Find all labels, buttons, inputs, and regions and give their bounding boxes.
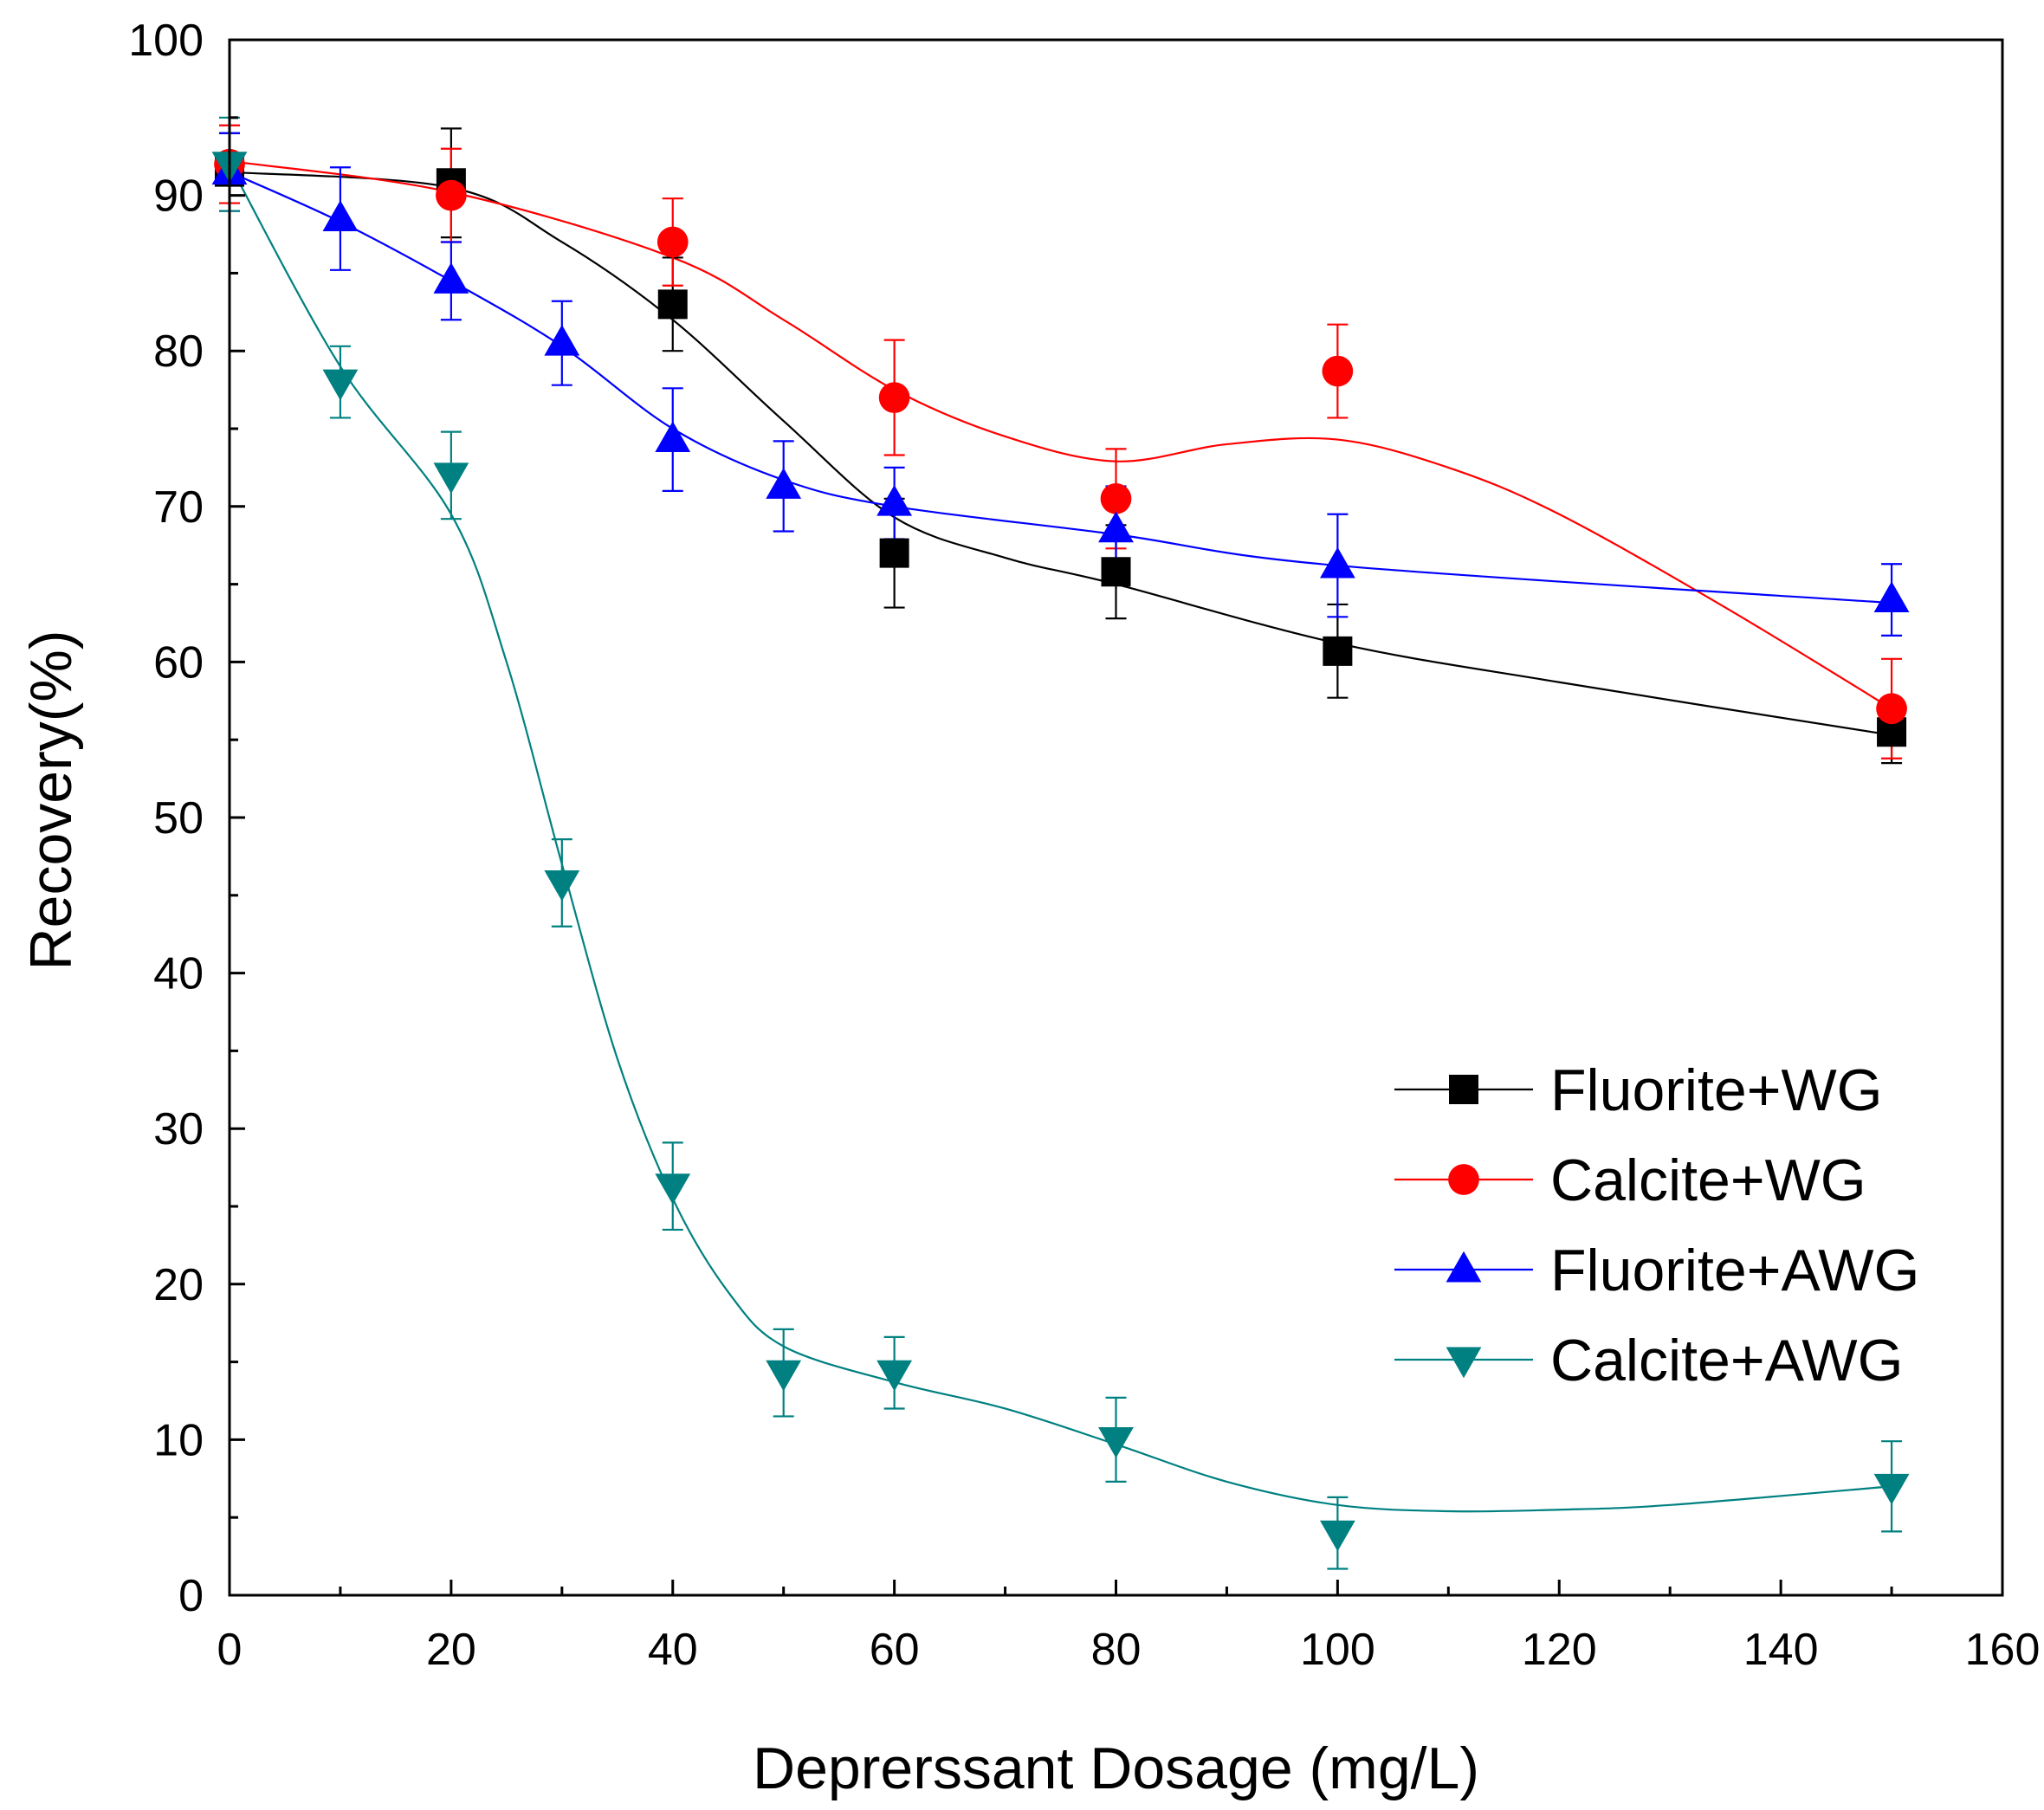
legend-marker-fluorite-wg (1449, 1075, 1478, 1104)
data-point-fluorite-awg (433, 262, 469, 294)
data-point-fluorite-awg (1873, 581, 1910, 613)
data-point-fluorite-wg (657, 289, 688, 320)
data-point-fluorite-awg (766, 468, 802, 499)
data-point-calcite-awg (766, 1360, 802, 1392)
legend-marker-calcite-awg (1446, 1347, 1482, 1379)
data-point-fluorite-awg (1319, 546, 1355, 579)
y-tick-label: 20 (153, 1260, 204, 1310)
y-tick-label: 100 (128, 16, 204, 66)
legend-marker-fluorite-awg (1446, 1251, 1482, 1283)
data-point-calcite-awg (1319, 1520, 1355, 1552)
data-point-calcite-awg (876, 1360, 913, 1392)
x-tick-label: 80 (1091, 1625, 1142, 1675)
data-point-fluorite-awg (876, 484, 913, 516)
data-point-fluorite-awg (544, 324, 580, 356)
legend: Fluorite+WG Calcite+WG Fluorite+AWG Calcite… (1394, 1057, 1919, 1393)
y-axis-title: Recovery(%) (18, 630, 84, 971)
data-point-calcite-wg (1876, 693, 1907, 725)
data-point-calcite-awg (655, 1173, 691, 1205)
x-tick-label: 120 (1522, 1625, 1597, 1675)
x-tick-label: 40 (648, 1625, 698, 1675)
legend-label-calcite-wg: Calcite+WG (1550, 1147, 1866, 1213)
data-point-fluorite-wg (1101, 557, 1131, 587)
legend-label-calcite-awg: Calcite+AWG (1550, 1328, 1903, 1393)
x-tick-label: 140 (1743, 1625, 1819, 1675)
data-point-calcite-awg (433, 462, 469, 495)
y-tick-label: 70 (153, 482, 204, 533)
x-tick-label: 60 (870, 1625, 920, 1675)
y-tick-label: 30 (153, 1104, 204, 1154)
data-point-calcite-wg (1322, 355, 1354, 387)
legend-label-fluorite-awg: Fluorite+AWG (1550, 1238, 1919, 1303)
axes (228, 38, 2004, 1597)
x-tick-label: 20 (426, 1625, 476, 1675)
y-tick-label: 50 (153, 793, 204, 844)
data-point-fluorite-wg (1323, 636, 1353, 666)
data-point-calcite-wg (878, 382, 910, 413)
data-point-calcite-awg (1873, 1473, 1910, 1505)
legend-label-fluorite-wg: Fluorite+WG (1550, 1057, 1883, 1123)
tick-labels: 0 20 40 60 80 100 120 140 160 0 10 20 30 40 50 60 70 80 90… (128, 16, 2040, 1675)
y-tick-label: 40 (153, 949, 204, 999)
fit-curve-fluorite-awg (229, 171, 1892, 604)
x-tick-label: 160 (1965, 1625, 2041, 1675)
y-tick-label: 0 (178, 1571, 204, 1621)
data-point-calcite-awg (322, 369, 359, 401)
data-point-calcite-wg (1100, 482, 1132, 514)
x-tick-label: 100 (1300, 1625, 1375, 1675)
fit-curve-calcite-awg (229, 164, 1892, 1513)
data-point-fluorite-awg (322, 200, 359, 231)
x-axis-title: Deprerssant Dosage (mg/L) (753, 1736, 1479, 1801)
data-point-calcite-wg (436, 179, 467, 211)
data-point-calcite-awg (1098, 1426, 1134, 1458)
fit-curves (229, 159, 1892, 1513)
data-point-fluorite-awg (655, 421, 691, 453)
fit-curve-calcite-wg (229, 159, 1892, 710)
data-point-calcite-awg (544, 869, 580, 902)
y-tick-label: 60 (153, 637, 204, 688)
y-tick-label: 80 (153, 326, 204, 377)
fit-curve-fluorite-wg (229, 171, 1892, 736)
legend-marker-calcite-wg (1448, 1164, 1479, 1195)
y-tick-label: 10 (153, 1415, 204, 1465)
data-point-fluorite-wg (879, 538, 909, 568)
y-tick-label: 90 (153, 171, 204, 222)
data-point-fluorite-awg (1098, 511, 1134, 543)
data-point-fluorite-wg (1877, 717, 1907, 747)
x-tick-label: 0 (217, 1625, 243, 1675)
data-point-calcite-wg (657, 226, 689, 258)
